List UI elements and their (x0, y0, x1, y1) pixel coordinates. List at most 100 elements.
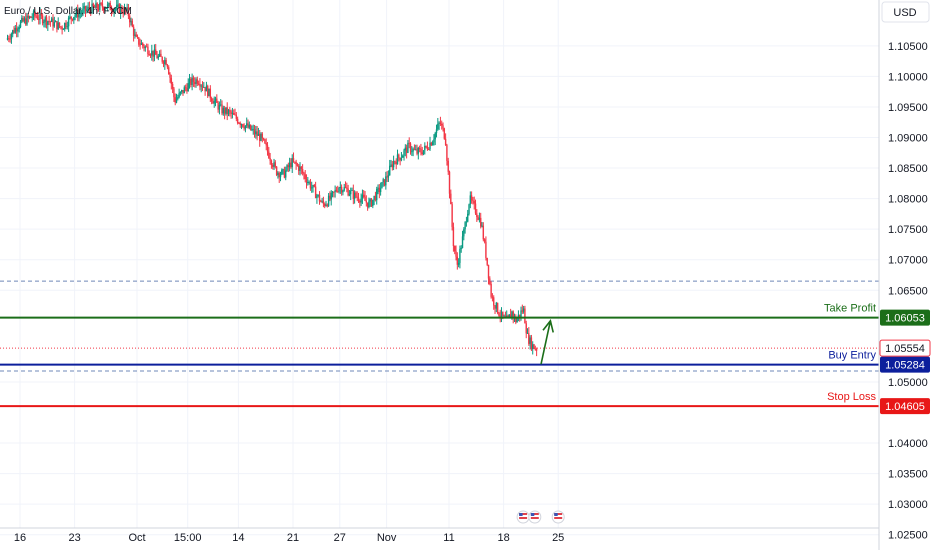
candle-down (100, 3, 102, 4)
grid (0, 0, 879, 536)
candle-down (192, 77, 195, 83)
candle-down (426, 146, 429, 150)
candle-down (483, 239, 486, 242)
us-flag-icon[interactable] (551, 510, 565, 524)
candle-up (481, 225, 483, 227)
candle-up (411, 151, 413, 153)
candle-down (269, 157, 271, 161)
candle-up (134, 34, 136, 36)
candle-down (61, 27, 63, 30)
candle-down (452, 226, 455, 247)
candle-down (262, 138, 265, 140)
candle-up (330, 193, 332, 200)
candle-down (413, 148, 416, 150)
candle-down (470, 195, 473, 201)
candle-up (422, 150, 425, 155)
candle-up (464, 222, 466, 230)
candle-down (378, 187, 381, 193)
candle-up (308, 181, 310, 183)
candle-down (165, 59, 167, 65)
time-axis-ticks[interactable]: 16 23 Oct 15:00 14 21 27 Nov 11 18 25 (14, 532, 564, 544)
candle-up (57, 22, 59, 30)
candle-down (447, 160, 449, 172)
candle-down (473, 201, 475, 204)
price-tick-label: 1.08500 (888, 163, 928, 175)
candle-down (96, 3, 98, 9)
candle-down (524, 308, 526, 324)
candle-down (132, 26, 135, 36)
candle-down (515, 316, 517, 323)
candle-up (277, 172, 279, 175)
candle-up (18, 27, 20, 30)
candle-down (305, 179, 308, 183)
flag-canton (530, 513, 535, 516)
candle-down (162, 61, 165, 65)
candle-up (10, 34, 13, 40)
currency-button[interactable] (881, 1, 930, 23)
candle-up (164, 59, 166, 65)
candle-up (67, 17, 70, 27)
candle-up (108, 3, 110, 5)
candle-down (168, 67, 170, 75)
candle-down (27, 15, 30, 18)
candle-down (507, 315, 509, 317)
candle-up (424, 145, 426, 151)
candle-down (112, 11, 114, 13)
candle-up (83, 6, 85, 9)
candle-up (353, 192, 356, 199)
candle-up (69, 16, 71, 18)
candle-up (392, 161, 395, 168)
flag-stripe (554, 513, 563, 515)
candle-down (298, 165, 300, 171)
candle-down (409, 143, 412, 152)
price-tick-label: 1.03500 (888, 469, 928, 481)
candle-down (502, 311, 504, 317)
candle-up (400, 157, 403, 161)
candle-down (40, 12, 43, 16)
us-flag-icon[interactable] (528, 510, 542, 524)
candle-down (34, 11, 36, 16)
candle-down (482, 225, 485, 240)
candle-down (491, 296, 494, 298)
candle-up (44, 17, 46, 22)
candle-down (521, 310, 524, 312)
candle-down (300, 166, 303, 170)
event-icons[interactable] (516, 510, 565, 524)
candle-down (301, 169, 304, 173)
candle-down (454, 246, 456, 252)
candle-down (65, 23, 67, 27)
candle-up (316, 195, 318, 199)
price-axis[interactable] (879, 0, 932, 550)
candle-down (147, 46, 149, 55)
candle-down (173, 88, 175, 98)
candle-down (322, 200, 325, 204)
candle-up (28, 16, 31, 18)
candle-down (294, 161, 296, 163)
candle-down (509, 314, 512, 317)
price-tick-label: 1.05000 (888, 377, 928, 389)
candle-down (148, 54, 150, 56)
candle-up (17, 29, 19, 32)
trade-levels: Take Profit Buy Entry Stop Loss (0, 303, 879, 408)
candle-down (129, 15, 131, 23)
us-flag-icon[interactable] (516, 510, 530, 524)
candle-down (346, 187, 348, 189)
candle-down (418, 148, 421, 149)
candle-down (386, 176, 388, 178)
candle-down (275, 166, 278, 175)
buy-entry-price-value: 1.05284 (885, 360, 925, 372)
flag-canton (554, 513, 558, 516)
candle-down (84, 6, 87, 12)
candle-up (23, 18, 26, 22)
candle-down (41, 15, 44, 24)
candle-down (239, 123, 241, 125)
candle-up (402, 155, 404, 158)
candle-up (433, 139, 435, 143)
candle-up (522, 308, 525, 312)
candle-up (177, 97, 179, 100)
candle-down (197, 83, 200, 85)
candle-down (166, 64, 169, 68)
candle-down (235, 114, 238, 119)
candle-up (282, 169, 284, 171)
